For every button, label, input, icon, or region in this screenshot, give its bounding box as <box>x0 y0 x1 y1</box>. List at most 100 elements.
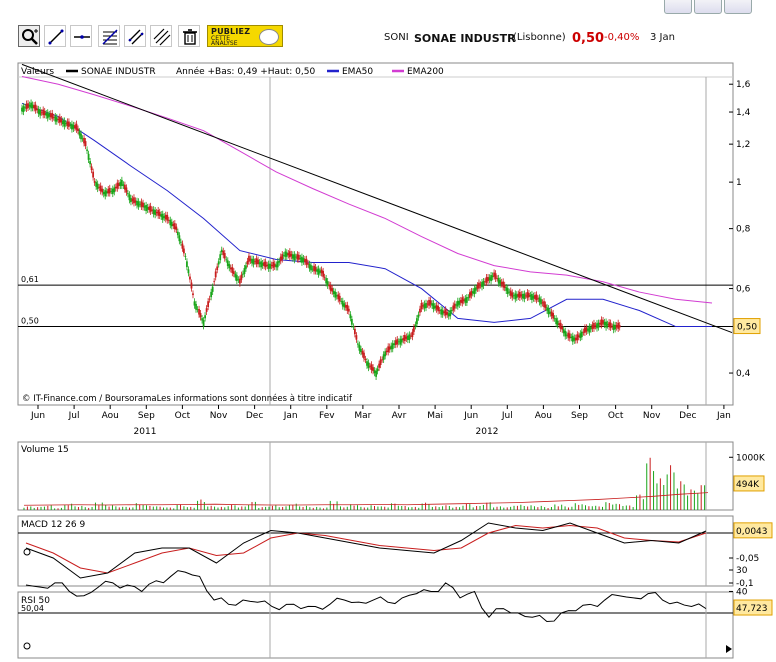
candle-body <box>89 161 91 165</box>
candle-body <box>343 303 346 308</box>
candle-body <box>357 343 359 345</box>
candle-body <box>95 182 98 187</box>
candle-body <box>488 277 491 281</box>
candle-body <box>98 186 101 188</box>
candle-body <box>257 259 259 265</box>
candle-body <box>40 112 43 114</box>
candle-body <box>210 291 213 298</box>
candle-body <box>500 281 503 285</box>
volume-panel[interactable]: Volume 15 1000K 494K <box>17 441 766 511</box>
candle-body <box>435 305 438 310</box>
candle-body <box>449 310 452 317</box>
price-change: -0,40% <box>604 32 640 43</box>
stock-name: SONAE INDUSTR <box>414 32 516 45</box>
channel-tool-button[interactable] <box>124 25 146 47</box>
price-y-label: 0,6 <box>736 285 751 295</box>
candle-body <box>308 263 311 269</box>
month-label: Mai <box>427 411 443 421</box>
candle-body <box>107 189 110 194</box>
candle-body <box>201 318 203 321</box>
candle-body <box>299 257 302 260</box>
chart-icon[interactable] <box>724 0 752 14</box>
print-icon[interactable] <box>694 0 722 14</box>
trendline-tool-button[interactable] <box>44 25 66 47</box>
delete-tool-button[interactable] <box>178 25 200 47</box>
candle-body <box>313 265 315 272</box>
candle-body <box>375 370 377 377</box>
candle-body <box>526 292 529 298</box>
parallel-tool-button[interactable] <box>150 25 172 47</box>
candle-body <box>517 293 520 297</box>
horizontal-line-tool-button[interactable] <box>70 25 92 47</box>
candle-body <box>235 275 238 281</box>
candle-body <box>571 335 574 342</box>
candle-body <box>240 274 243 280</box>
candle-body <box>378 363 381 368</box>
candle-body <box>68 121 70 127</box>
candle-body <box>161 213 164 220</box>
candle-body <box>110 190 113 192</box>
candle-body <box>99 185 102 192</box>
candle-body <box>229 267 232 270</box>
candle-body <box>590 327 592 330</box>
macd-panel[interactable]: MACD 12 26 9 -0,05 -0,1 0,0043 <box>17 515 773 589</box>
candle-body <box>288 251 291 258</box>
candle-body <box>189 276 191 280</box>
legend-valeurs: Valeurs <box>21 67 54 77</box>
legend-ema50: EMA50 <box>342 67 373 77</box>
candle-body <box>316 269 318 272</box>
candle-body <box>396 339 399 345</box>
candle-body <box>54 116 57 122</box>
zoom-tool-button[interactable] <box>18 25 40 47</box>
candle-body <box>258 262 261 265</box>
candle-body <box>105 191 108 194</box>
price-panel[interactable]: Valeurs SONAE INDUSTR Année +Bas: 0,49 +Ha… <box>17 62 761 437</box>
candle-body <box>505 287 508 291</box>
legend-series-name: SONAE INDUSTR <box>81 67 156 77</box>
publish-analysis-button[interactable]: PUBLIEZ CETTE ANALYSE <box>207 25 283 47</box>
candle-body <box>593 322 595 329</box>
fibonacci-tool-button[interactable] <box>98 25 120 47</box>
candle-body <box>84 141 87 146</box>
candle-body <box>290 253 293 257</box>
candle-body <box>302 258 305 262</box>
candle-body <box>485 277 488 283</box>
last-price-tag <box>733 318 761 335</box>
candle-body <box>425 302 427 309</box>
candle-body <box>231 267 234 274</box>
month-label: Jul <box>68 411 80 421</box>
trash-icon <box>183 29 197 45</box>
candle-body <box>352 326 355 328</box>
candle-body <box>186 261 188 268</box>
market-name: (Lisbonne) <box>513 32 566 43</box>
candle-body <box>406 335 409 340</box>
month-label: Mar <box>354 411 371 421</box>
candle-body <box>391 343 394 350</box>
candle-body <box>28 104 31 107</box>
zoom-icon[interactable] <box>664 0 692 14</box>
candle-body <box>81 138 84 140</box>
candle-body <box>136 200 138 206</box>
candle-body <box>246 260 249 265</box>
candle-body <box>556 320 559 326</box>
candle-body <box>541 302 544 304</box>
candle-body <box>394 340 397 345</box>
candle-body <box>93 181 96 183</box>
price-y-label: 0,8 <box>736 225 751 235</box>
candle-body <box>251 258 253 264</box>
candle-body <box>468 292 471 298</box>
candle-body <box>187 269 190 274</box>
candle-body <box>494 273 497 279</box>
candle-body <box>438 310 441 311</box>
candle-body <box>381 359 384 361</box>
price-y-label: 1 <box>736 178 742 188</box>
candle-body <box>437 305 440 312</box>
candle-body <box>577 335 580 338</box>
macd-frame <box>17 515 734 587</box>
candle-body <box>31 104 34 109</box>
candle-body <box>204 315 206 319</box>
candle-body <box>192 293 194 296</box>
candle-body <box>34 104 37 111</box>
candle-body <box>514 293 517 300</box>
